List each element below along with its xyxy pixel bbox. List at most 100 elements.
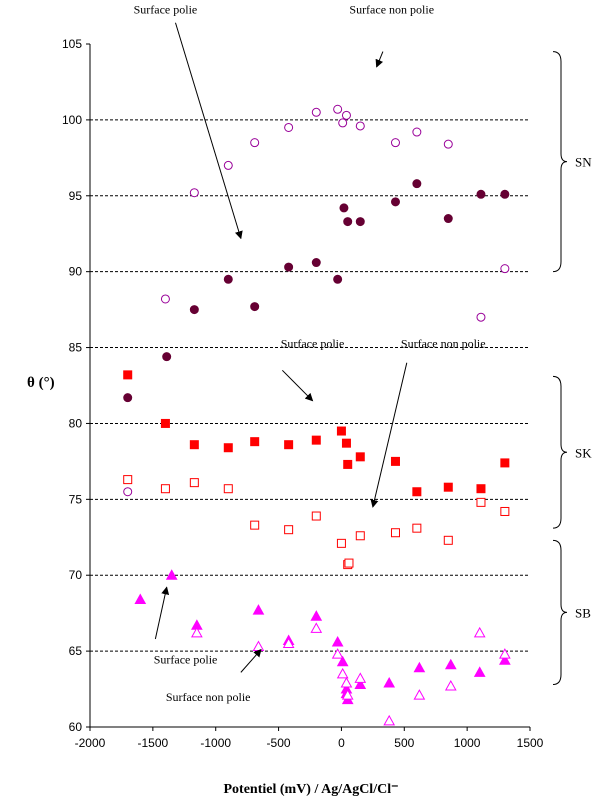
x-tick-label: 1500 [517,736,544,750]
annotation-label: Surface non polie [349,3,434,17]
data-point [473,666,486,677]
x-tick-label: 1000 [454,736,481,750]
annotation-arrow [175,22,243,240]
data-point [191,626,203,638]
data-point [282,637,295,649]
data-point [250,138,260,148]
group-brace [552,51,568,273]
data-point [383,676,396,688]
y-tick-label: 95 [69,189,83,203]
data-point [333,104,343,114]
x-tick-label: 500 [394,736,414,750]
data-point [331,648,344,659]
data-point [311,511,321,521]
data-point [134,593,147,605]
data-point [343,217,353,227]
data-point [333,274,343,284]
data-point [331,635,344,647]
data-point [443,535,453,545]
data-point [443,482,453,492]
data-point [223,274,233,284]
data-point [476,497,486,507]
data-point [444,679,457,691]
data-point [284,262,294,272]
tick-labels: 60 65 70 75 80 85 90 95 100 105 -2000 -1500 -1000 -50… [62,37,544,750]
data-point [355,452,365,462]
data-point [311,107,321,117]
data-point [344,558,354,568]
group-label: SB [575,605,591,620]
data-point [443,214,453,224]
data-point [284,525,294,535]
x-tick-label: -2000 [75,736,106,750]
data-point [412,127,422,137]
data-point [355,121,365,131]
data-point [223,160,233,170]
annotation-label: Surface polie [134,3,198,17]
data-point [336,655,349,667]
data-points [123,104,511,726]
data-point [355,531,365,541]
data-point [390,528,400,538]
data-point [390,456,400,466]
annotation-arrow [154,586,170,640]
annotation-label: Surface non polie [401,337,486,351]
data-point [189,478,199,488]
data-point [160,294,170,304]
data-point [354,678,367,690]
data-point [444,658,457,670]
data-point [476,312,486,322]
data-point [336,426,346,436]
data-point [500,506,510,516]
data-point [310,610,323,621]
data-point [123,487,133,497]
data-point [189,440,199,450]
annotation-arrow [370,362,408,508]
axes [86,43,531,731]
data-point [250,302,260,312]
data-point [123,370,133,380]
data-point [390,138,400,148]
y-tick-label: 80 [69,416,83,430]
annotation-arrow [281,369,314,402]
data-point [250,437,260,447]
data-point [252,640,265,652]
data-point [413,661,426,673]
data-point [252,604,265,615]
data-point [311,435,321,445]
data-point [476,189,486,199]
group-label: SN [575,155,592,170]
data-point [160,484,170,494]
data-point [341,438,351,448]
grid-lines [90,119,530,652]
data-point [341,689,354,700]
data-point [340,676,353,688]
data-point [499,654,511,665]
data-point [123,475,133,485]
data-point [473,626,486,638]
annotation-label: Surface polie [281,337,345,351]
group-brace [552,539,568,686]
data-point [413,689,426,700]
group-label: SK [575,445,592,460]
y-tick-label: 100 [62,113,82,127]
data-point [341,110,351,120]
annotation-arrow [375,51,384,68]
data-point [412,179,422,189]
y-tick-label: 85 [69,341,83,355]
data-point [311,258,321,268]
annotation-label: Surface polie [154,652,218,666]
data-point [165,569,178,580]
annotation-arrow [240,648,262,673]
y-tick-label: 65 [69,644,83,658]
y-tick-label: 70 [69,568,83,582]
data-point [500,189,510,199]
data-point [162,352,172,362]
x-tick-label: -1000 [200,736,231,750]
x-tick-label: -500 [267,736,291,750]
data-point [500,264,510,274]
data-point [336,667,349,679]
group-braces: SN SK SB [552,51,592,686]
group-brace [552,375,568,529]
